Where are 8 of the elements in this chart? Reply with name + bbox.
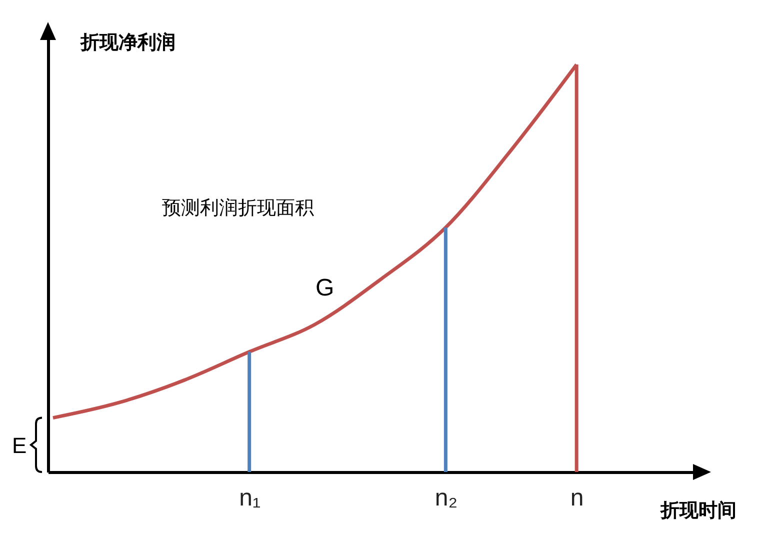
x-tick-label: n₁ bbox=[239, 484, 261, 512]
annotation: E bbox=[12, 433, 27, 458]
x-tick-label: n₂ bbox=[434, 484, 458, 512]
x-tick-label: n bbox=[570, 484, 584, 512]
series-label: G bbox=[315, 274, 334, 302]
y-axis-title: 折现净利润 bbox=[80, 32, 176, 54]
x-axis-title: 折现时间 bbox=[660, 500, 736, 522]
annotation: 预测利润折现面积 bbox=[162, 197, 314, 220]
